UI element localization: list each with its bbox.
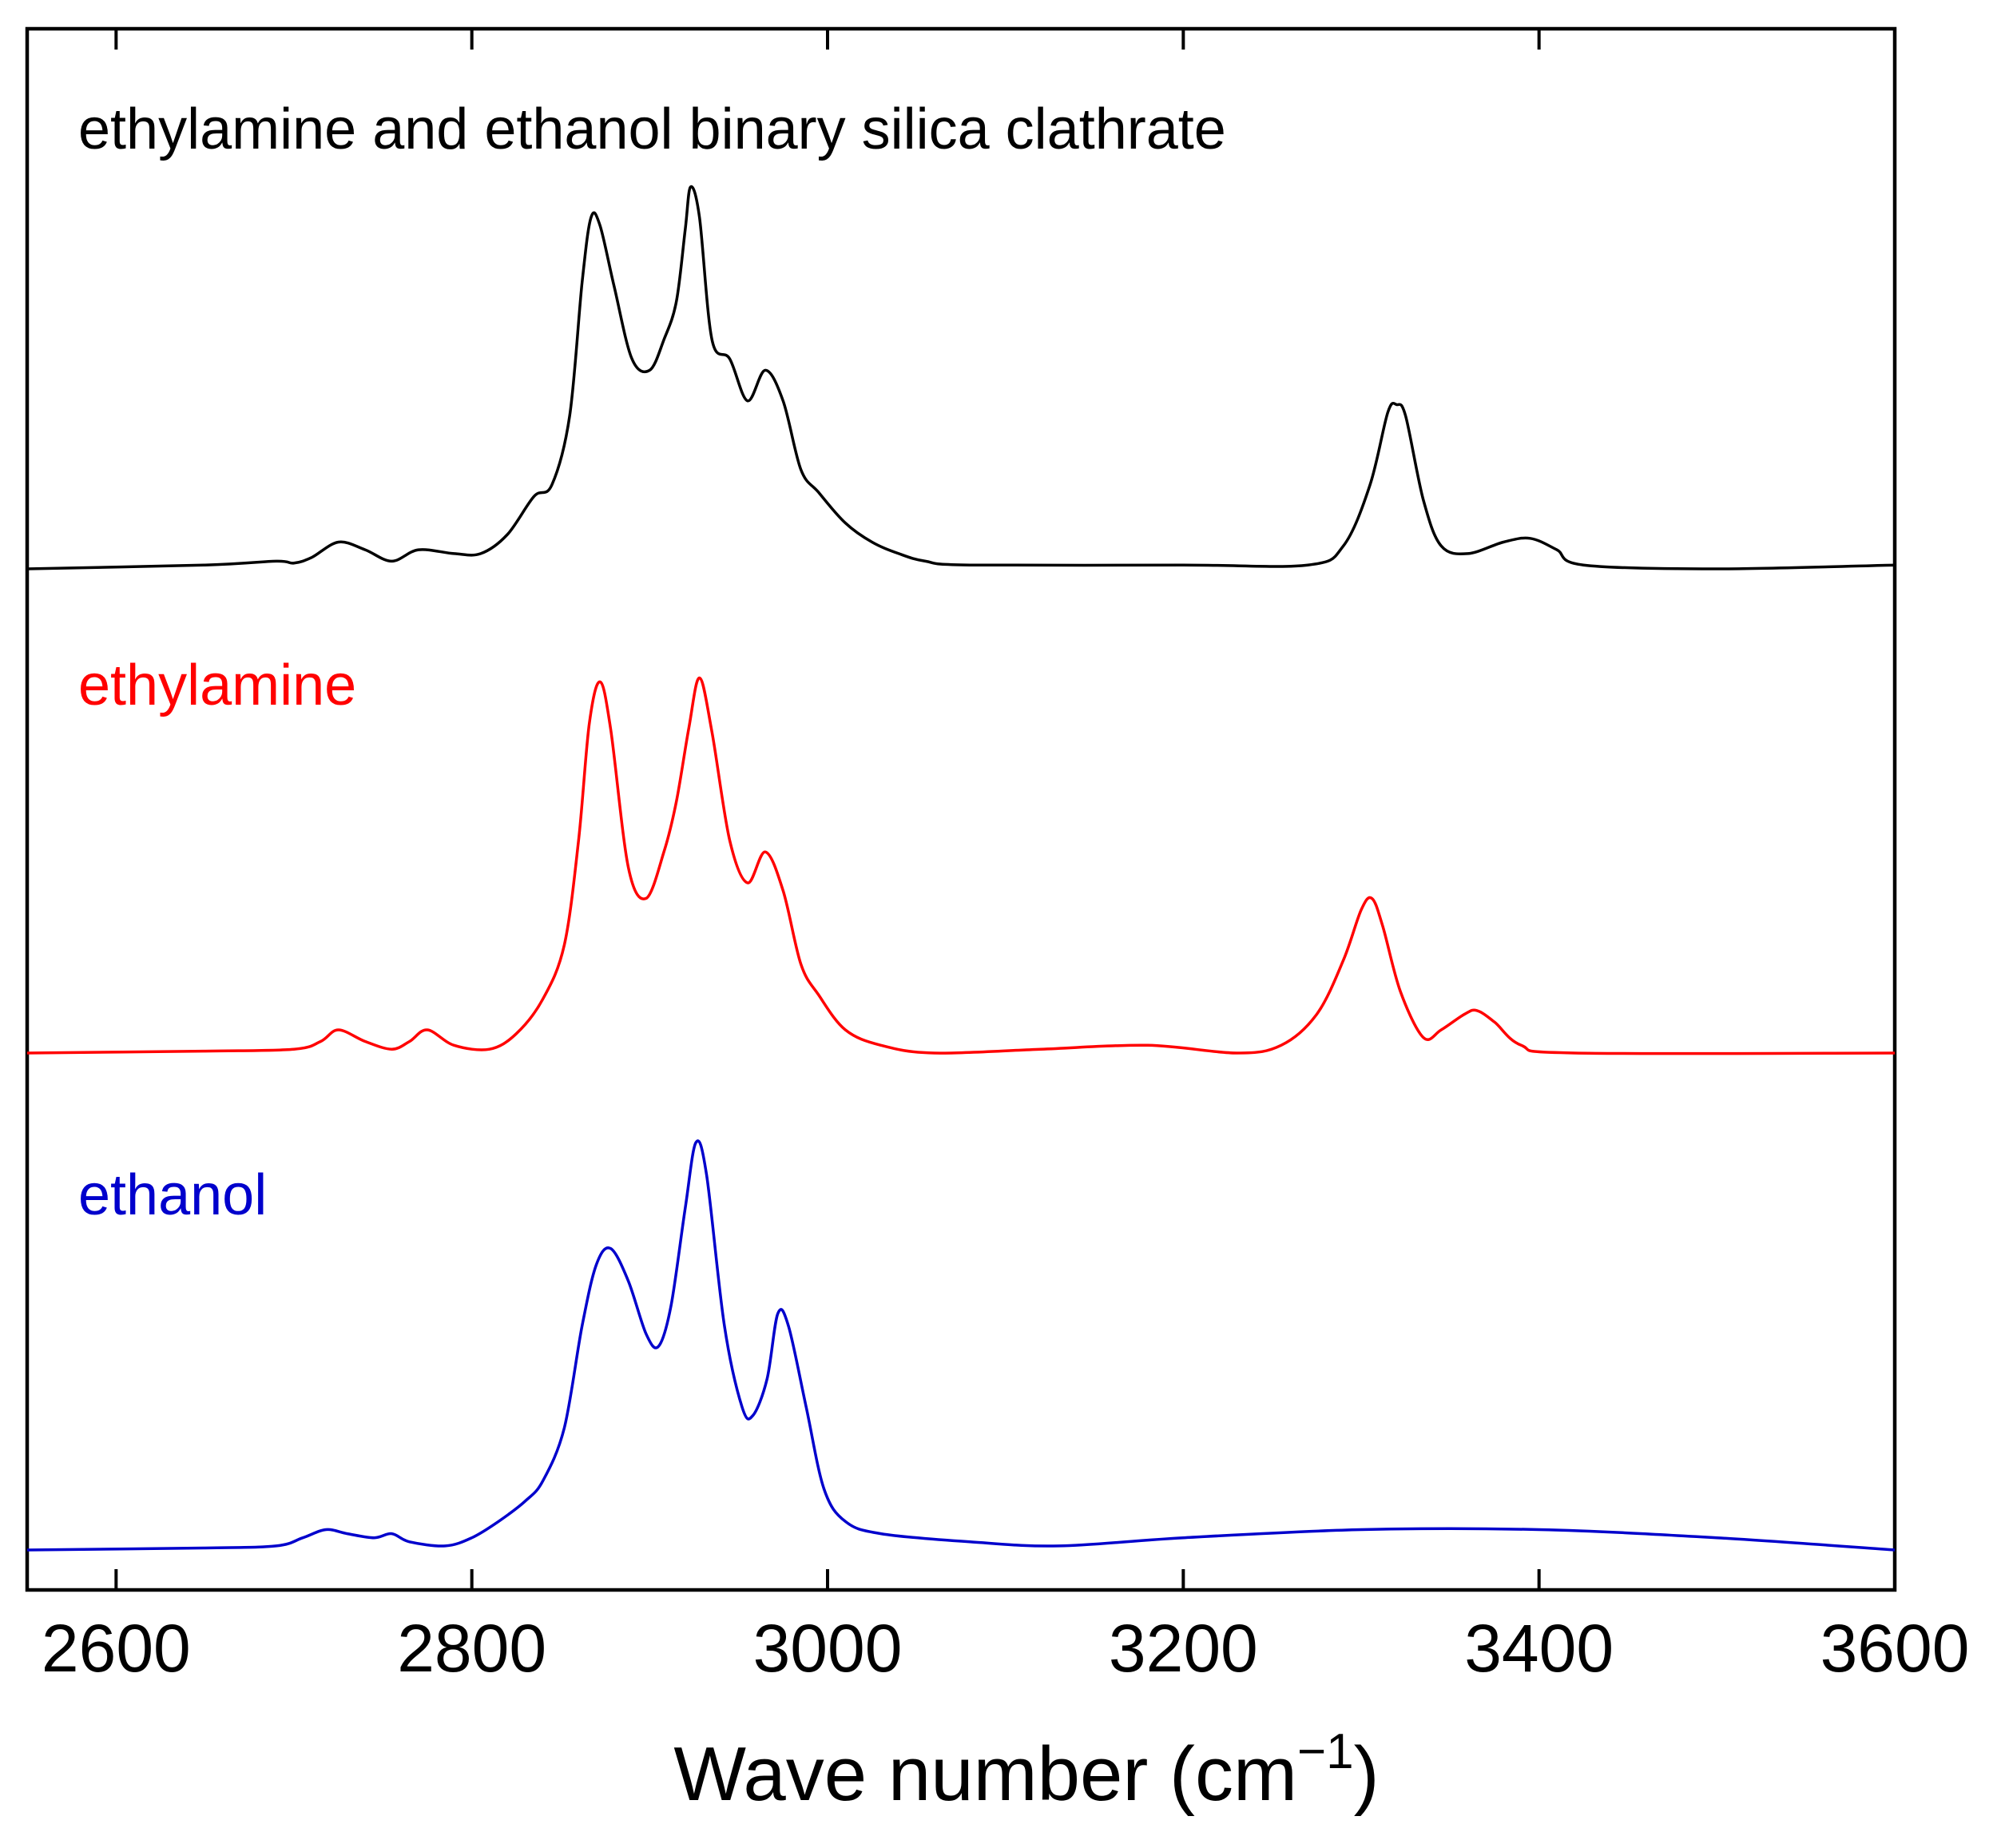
x-axis-title-main: Wave number (cm bbox=[673, 1731, 1297, 1817]
series-label-ethylamine: ethylamine bbox=[78, 654, 356, 717]
series-label-ethanol: ethanol bbox=[78, 1163, 267, 1227]
series-line-2 bbox=[26, 1139, 1896, 1552]
series-label-binary: ethylamine and ethanol binary silica cla… bbox=[78, 97, 1226, 161]
x-axis-title: Wave number (cm−1) bbox=[673, 1724, 1379, 1817]
x-axis-title-close: ) bbox=[1354, 1731, 1380, 1817]
x-tick-label-3200: 3200 bbox=[1109, 1611, 1258, 1686]
x-tick-label-3400: 3400 bbox=[1464, 1611, 1614, 1686]
x-axis-title-superscript: −1 bbox=[1297, 1724, 1354, 1779]
series-line-1 bbox=[26, 676, 1896, 1055]
x-tick-label-3000: 3000 bbox=[753, 1611, 903, 1686]
x-axis-ticks: 2600 2800 3000 3200 3400 3600 bbox=[42, 29, 1970, 1686]
series-group bbox=[26, 185, 1896, 1552]
series-line-0 bbox=[26, 185, 1896, 570]
x-tick-label-2800: 2800 bbox=[397, 1611, 546, 1686]
x-tick-label-2600: 2600 bbox=[42, 1611, 191, 1686]
plot-frame bbox=[25, 26, 1897, 1592]
x-tick-label-3600: 3600 bbox=[1820, 1611, 1970, 1686]
